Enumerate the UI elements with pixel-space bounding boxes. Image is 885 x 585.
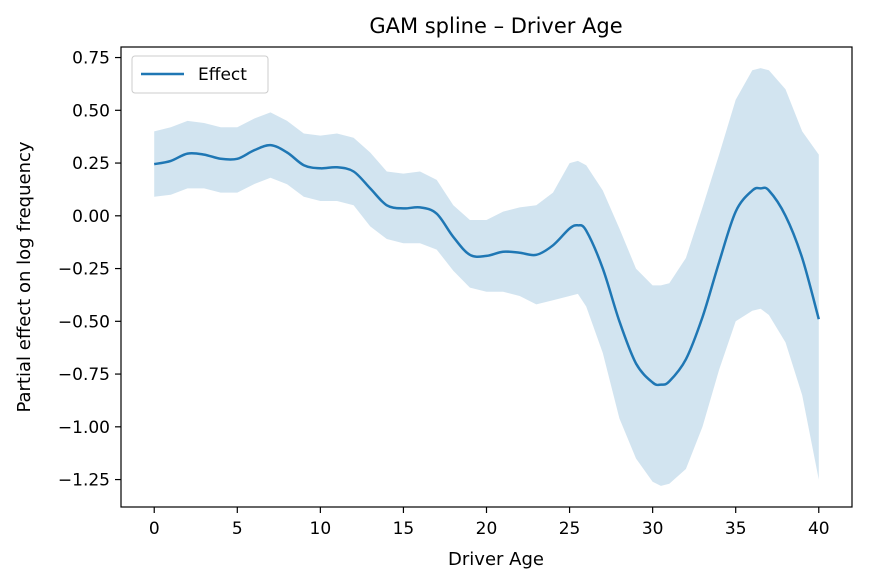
legend-box	[131, 55, 269, 94]
x-tick-label: 35	[725, 519, 747, 539]
x-tick-label: 30	[642, 519, 664, 539]
x-tick-label: 15	[393, 519, 415, 539]
y-tick-label: −0.25	[58, 260, 110, 280]
x-tick-label: 20	[476, 519, 498, 539]
x-tick-label: 40	[808, 519, 830, 539]
plot-area	[153, 68, 821, 486]
y-tick-label: 0.50	[72, 101, 110, 121]
y-tick-label: 0.75	[72, 49, 110, 69]
y-tick-label: −1.00	[58, 418, 110, 438]
y-tick-label: −1.25	[58, 471, 110, 491]
y-tick-label: 0.25	[72, 154, 110, 174]
x-axis-label: Driver Age	[448, 549, 544, 570]
y-tick-label: −0.75	[58, 365, 110, 385]
plot-frame	[120, 46, 853, 508]
x-tick-label: 0	[149, 519, 160, 539]
effect-series-line	[153, 143, 821, 387]
x-tick-label: 10	[310, 519, 332, 539]
legend-label-effect: Effect	[198, 65, 247, 85]
chart-title: GAM spline – Driver Age	[369, 14, 622, 38]
y-tick-label: 0.00	[72, 207, 110, 227]
y-axis-label: Partial effect on log frequency	[14, 141, 35, 412]
x-tick-label: 25	[559, 519, 581, 539]
axes-ticks: 0 5 10 15 20 25 30 35 40 0.75 0.50 0.25 0.00 −0.25 −0.…	[58, 49, 830, 539]
x-tick-label: 5	[232, 519, 243, 539]
legend: Effect	[131, 55, 269, 94]
y-tick-label: −0.50	[58, 312, 110, 332]
